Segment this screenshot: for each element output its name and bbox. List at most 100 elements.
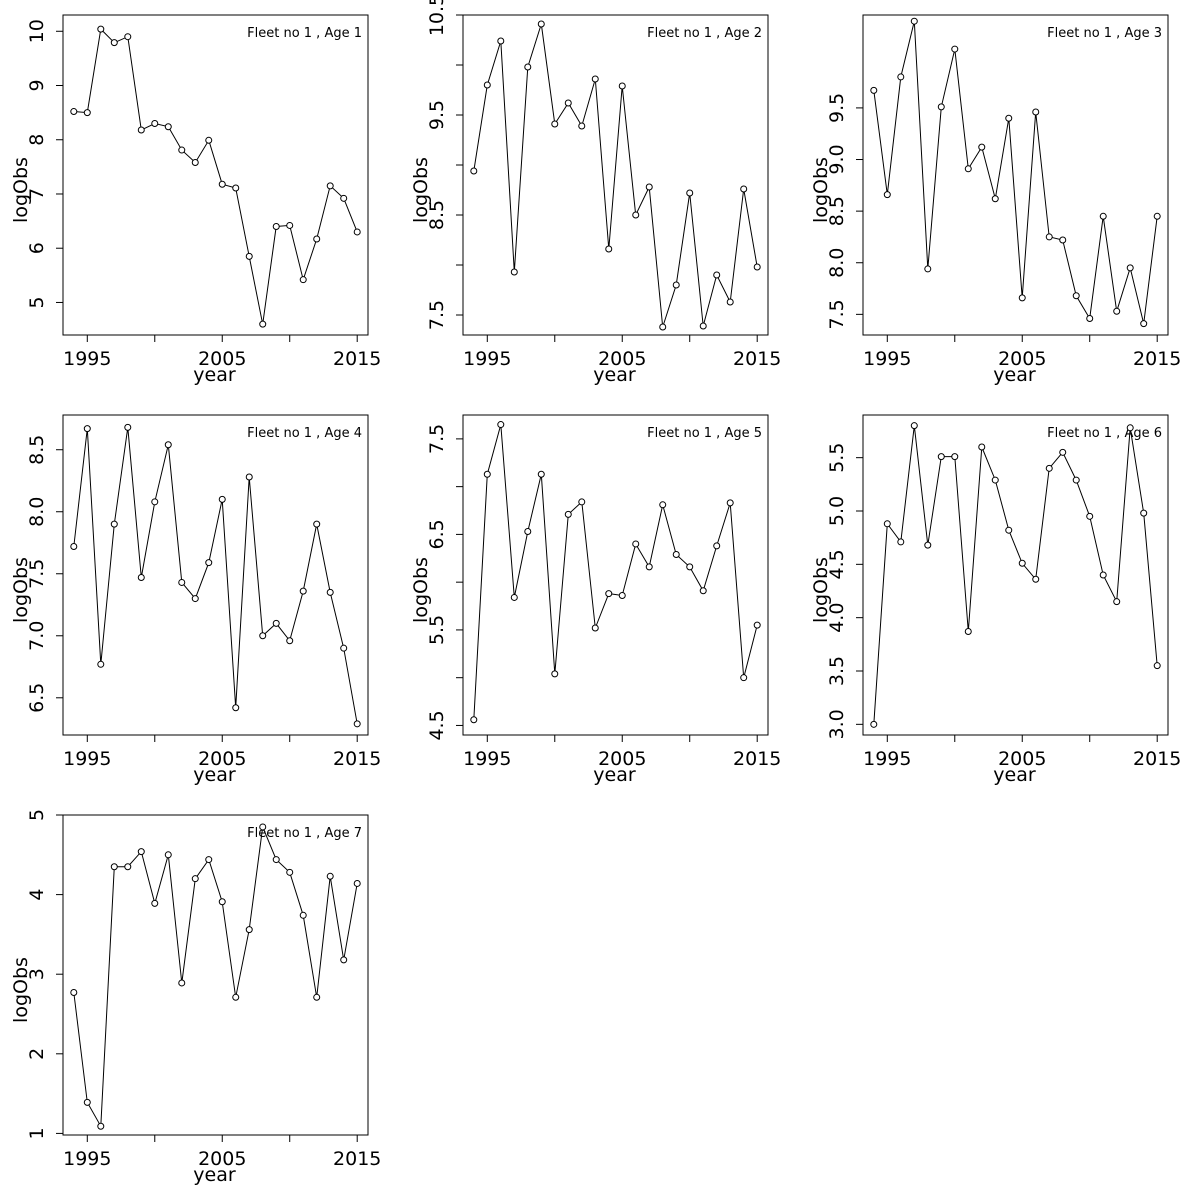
x-tick-label: 2005 bbox=[998, 748, 1046, 770]
data-point bbox=[897, 73, 905, 81]
panel-age-2: Fleet no 1 , Age 2 1995 2005 2015 7.5 8.5 9.5 1… bbox=[410, 0, 781, 386]
data-point bbox=[83, 109, 91, 117]
x-tick-label: 2005 bbox=[198, 348, 246, 370]
y-tick-label: 9 bbox=[26, 79, 48, 91]
x-tick-label: 1995 bbox=[463, 748, 511, 770]
x-axis-label: year bbox=[193, 1164, 236, 1186]
y-tick-label: 8.0 bbox=[26, 497, 48, 527]
panel-title: Fleet no 1 , Age 1 bbox=[247, 26, 362, 41]
data-point bbox=[964, 165, 972, 173]
x-tick-label: 2015 bbox=[1133, 748, 1181, 770]
data-point bbox=[151, 119, 159, 127]
data-point bbox=[1045, 464, 1053, 472]
x-tick-label: 1995 bbox=[63, 1148, 111, 1170]
panel-age-7: Fleet no 1 , Age 7 1995 2005 2015 1 2 3 4 5 year l… bbox=[10, 809, 381, 1186]
y-tick-label: 3.5 bbox=[826, 656, 848, 686]
series-line bbox=[73, 427, 358, 724]
y-axis-label: logObs bbox=[810, 157, 832, 223]
x-tick-label: 2015 bbox=[333, 348, 381, 370]
x-tick-label: 2005 bbox=[598, 748, 646, 770]
data-point bbox=[753, 621, 761, 629]
x-axis-label: year bbox=[193, 764, 236, 786]
data-point bbox=[578, 498, 586, 506]
plot-frame bbox=[462, 414, 769, 736]
data-point bbox=[340, 194, 348, 202]
data-point bbox=[659, 501, 667, 509]
panel-title: Fleet no 1 , Age 6 bbox=[1047, 426, 1162, 441]
data-point bbox=[537, 20, 545, 28]
y-tick-label: 7.5 bbox=[426, 424, 448, 454]
x-tick-label: 1995 bbox=[863, 748, 911, 770]
plot-frame bbox=[62, 14, 369, 336]
data-point bbox=[1099, 212, 1107, 220]
data-point bbox=[218, 180, 226, 188]
data-point bbox=[353, 879, 361, 887]
data-point bbox=[1018, 294, 1026, 302]
data-point bbox=[97, 1122, 105, 1130]
data-point bbox=[524, 63, 532, 71]
y-tick-label: 7.5 bbox=[426, 300, 448, 330]
data-point bbox=[124, 33, 132, 41]
data-point bbox=[245, 926, 253, 934]
data-point bbox=[924, 265, 932, 273]
data-point bbox=[151, 498, 159, 506]
data-point bbox=[1072, 476, 1080, 484]
x-tick-label: 2005 bbox=[598, 348, 646, 370]
data-point bbox=[510, 593, 518, 601]
plot-frame bbox=[462, 14, 769, 336]
data-point bbox=[259, 320, 267, 328]
y-tick-label: 3 bbox=[26, 968, 48, 980]
data-point bbox=[991, 476, 999, 484]
data-point bbox=[232, 704, 240, 712]
data-point bbox=[191, 595, 199, 603]
data-point bbox=[245, 252, 253, 260]
data-point bbox=[964, 628, 972, 636]
data-point bbox=[110, 863, 118, 871]
data-point bbox=[645, 183, 653, 191]
data-point bbox=[286, 868, 294, 876]
data-point bbox=[313, 235, 321, 243]
data-point bbox=[299, 276, 307, 284]
x-tick-label: 2015 bbox=[333, 1148, 381, 1170]
data-point bbox=[1032, 108, 1040, 116]
x-tick-label: 1995 bbox=[63, 348, 111, 370]
data-point bbox=[178, 578, 186, 586]
data-point bbox=[178, 146, 186, 154]
y-tick-label: 4.5 bbox=[826, 549, 848, 579]
data-point bbox=[97, 660, 105, 668]
data-point bbox=[70, 542, 78, 550]
data-point bbox=[726, 499, 734, 507]
panel-age-4: Fleet no 1 , Age 4 1995 2005 2015 6.5 7.0 7.5 8… bbox=[10, 414, 381, 786]
plot-frame bbox=[62, 814, 369, 1136]
data-point bbox=[1005, 526, 1013, 534]
data-point bbox=[672, 281, 680, 289]
data-point bbox=[510, 268, 518, 276]
data-point bbox=[1072, 292, 1080, 300]
y-tick-label: 5 bbox=[26, 296, 48, 308]
data-point bbox=[605, 245, 613, 253]
data-point bbox=[470, 167, 478, 175]
data-point bbox=[232, 993, 240, 1001]
data-point bbox=[497, 37, 505, 45]
panel-age-1: Fleet no 1 , Age 1 1995 2005 2015 5 6 7 8 9 10 yea… bbox=[10, 14, 381, 386]
y-tick-label: 4.0 bbox=[826, 603, 848, 633]
data-point bbox=[1018, 559, 1026, 567]
data-point bbox=[897, 538, 905, 546]
x-tick-label: 2005 bbox=[198, 748, 246, 770]
data-point bbox=[564, 99, 572, 107]
data-point bbox=[83, 1098, 91, 1106]
plot-frame bbox=[62, 414, 369, 736]
y-tick-label: 5 bbox=[26, 809, 48, 821]
series-line bbox=[873, 425, 1158, 725]
data-point bbox=[124, 423, 132, 431]
y-tick-label: 8.5 bbox=[426, 200, 448, 230]
data-point bbox=[326, 872, 334, 880]
panel-title: Fleet no 1 , Age 5 bbox=[647, 426, 762, 441]
data-point bbox=[618, 82, 626, 90]
y-tick-label: 9.5 bbox=[826, 93, 848, 123]
data-point bbox=[124, 863, 132, 871]
y-tick-label: 8.5 bbox=[826, 196, 848, 226]
data-point bbox=[910, 17, 918, 25]
data-point bbox=[1126, 424, 1134, 432]
y-tick-label: 8.5 bbox=[26, 435, 48, 465]
